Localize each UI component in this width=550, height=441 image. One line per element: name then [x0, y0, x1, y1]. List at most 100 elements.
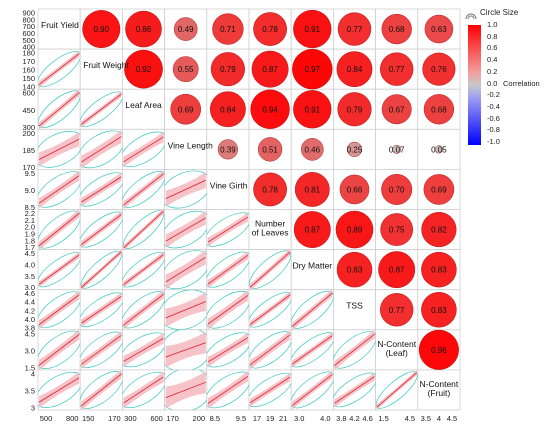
y-tick-label: 600 [22, 29, 35, 38]
correlation-circle [251, 50, 289, 88]
x-tick-label: 4 [437, 414, 441, 423]
scatter-cell [206, 212, 250, 247]
correlation-circle [173, 17, 198, 41]
legend-stop-label: -0.8 [487, 125, 500, 135]
cell-plot [291, 370, 334, 410]
fit-line [165, 217, 206, 242]
correlation-circle [423, 94, 454, 125]
correlation-value: 0.76 [431, 65, 447, 74]
matrix-cell [206, 168, 250, 210]
y-tick-label: 2.1 [25, 216, 35, 225]
density-ellipse [80, 371, 123, 409]
density-ellipse [333, 372, 376, 408]
correlation-value: 0.82 [431, 226, 447, 235]
density-ellipse [206, 212, 250, 247]
cell-plot [80, 292, 123, 328]
y-tick-label: 170 [22, 57, 35, 66]
cell-plot [38, 131, 81, 168]
diagonal-label: Fruit Weight [83, 60, 129, 70]
cell-plot [206, 289, 250, 330]
correlation-circle [381, 94, 412, 125]
correlation-value: 0.77 [347, 25, 363, 34]
density-ellipse [122, 131, 165, 168]
x-tick-label: 300 [124, 414, 137, 423]
cell-plot [375, 369, 418, 410]
correlation-value: 0.71 [220, 25, 236, 34]
legend-title: Circle Size [480, 8, 519, 17]
density-ellipse [38, 171, 81, 208]
fit-line [80, 335, 122, 365]
cell-plot [122, 251, 165, 289]
matrix-cell [37, 8, 81, 50]
scatter-cell [122, 131, 165, 168]
correlation-circle [336, 51, 373, 88]
correlation-circle [346, 141, 363, 157]
fit-line [165, 256, 206, 283]
y-tick-label: 800 [22, 15, 35, 24]
correlation-value: 0.51 [262, 145, 278, 154]
cell-plot [164, 170, 207, 209]
density-ellipse [80, 331, 123, 369]
diagonal-label: Leaf Area [125, 100, 162, 110]
correlation-value: 0.70 [389, 185, 405, 194]
correlation-value: 0.79 [220, 65, 236, 74]
fit-line [38, 334, 80, 366]
density-ellipse [206, 290, 250, 329]
y-tick-label: 3.0 [25, 346, 35, 355]
scatter-cell [206, 289, 250, 330]
cell-plot [122, 289, 165, 330]
correlation-value: 0.91 [305, 105, 321, 114]
x-tick-label: 4.5 [405, 414, 415, 423]
x-tick-label: 1.5 [378, 414, 388, 423]
scatter-cell [249, 249, 292, 290]
fit-line [207, 254, 249, 285]
cell-plot [249, 330, 292, 370]
scatter-cell [80, 90, 123, 128]
fit-line [38, 92, 80, 127]
correlation-circle [293, 9, 332, 49]
density-ellipse [249, 331, 292, 369]
density-ellipse [206, 251, 250, 288]
fit-line [207, 337, 249, 363]
correlation-circle [172, 56, 199, 82]
correlation-value: 0.67 [389, 105, 405, 114]
matrix-cell [375, 329, 419, 371]
correlation-circle [423, 174, 455, 205]
correlation-circle [257, 137, 283, 162]
y-tick-label: 1.8 [25, 236, 35, 245]
x-tick-label: 21 [279, 414, 287, 423]
y-tick-label: 2.2 [25, 209, 35, 218]
y-tick-label: 185 [22, 146, 35, 155]
fit-line [80, 93, 122, 125]
correlation-value: 0.83 [431, 306, 447, 315]
legend: Circle Size 1.0 0.8 0.6 0.4 0.2 0.0 Correlatio… [463, 6, 548, 156]
density-ellipse [291, 371, 334, 409]
correlation-circle [293, 90, 332, 129]
correlation-value: 0.69 [178, 105, 194, 114]
correlation-value: 0.78 [262, 25, 278, 34]
y-tick-label: 200 [22, 129, 35, 138]
y-tick-label: 9.0 [25, 186, 35, 195]
scatter-cell [122, 332, 165, 368]
y-tick-label: 450 [22, 106, 35, 115]
diagonal-label: Vine Length [168, 140, 213, 150]
cell-plot [206, 250, 250, 289]
density-ellipse [206, 371, 250, 409]
correlation-circle [124, 49, 163, 89]
y-tick-label: 400 [22, 43, 35, 52]
correlation-value: 0.07 [389, 145, 405, 154]
cell-plot [164, 210, 207, 249]
correlation-circle [424, 14, 454, 44]
diagonal-label: N-Content [420, 379, 459, 389]
density-ellipse [122, 251, 165, 288]
density-ellipse [291, 332, 334, 368]
scatter-cell [206, 332, 250, 368]
diagonal-label: Fruit Yield [41, 20, 79, 30]
cell-plot [80, 210, 123, 249]
cell-plot [122, 169, 165, 210]
diagonal-label: Vine Girth [210, 180, 248, 190]
y-tick-label: 300 [22, 123, 35, 132]
fit-line [38, 53, 80, 85]
scatter-cell [164, 289, 207, 330]
fit-line [80, 373, 122, 407]
